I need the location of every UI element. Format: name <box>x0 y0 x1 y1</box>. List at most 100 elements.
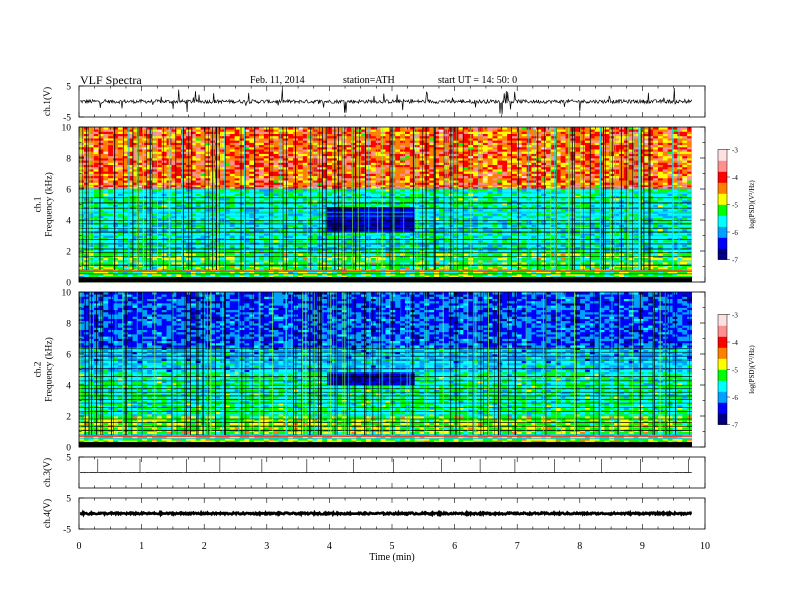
spectrogram-cell <box>122 182 129 185</box>
spectrogram-cell <box>190 270 197 274</box>
spectrogram-cell <box>103 273 109 276</box>
spectrogram-cell <box>195 233 201 236</box>
spectrogram-cell <box>200 180 206 183</box>
spectrogram-cell <box>336 208 343 212</box>
spectrogram-cell <box>259 160 265 163</box>
spectrogram-cell <box>327 257 333 261</box>
spectrogram-cell <box>312 200 318 203</box>
spectrogram-cell <box>117 224 124 227</box>
spectrogram-cell <box>312 217 318 221</box>
spectrogram-cell <box>273 153 279 157</box>
spectrogram-cell <box>312 273 318 276</box>
spectrogram-cell <box>234 186 240 190</box>
spectrogram-cell <box>317 129 323 132</box>
spectrogram-cell <box>239 273 245 276</box>
spectrogram-cell <box>83 270 90 274</box>
spectrogram-cell <box>370 166 377 170</box>
spectrogram-cell <box>88 173 94 177</box>
spectrogram-cell <box>317 169 323 172</box>
spectrogram-cell <box>190 153 197 157</box>
spectrogram-cell <box>137 180 143 183</box>
spectrogram-cell <box>395 151 401 154</box>
spectrogram-cell <box>341 184 347 188</box>
spectrogram-cell <box>409 149 416 152</box>
spectrogram-cell <box>117 162 124 165</box>
spectrogram-cell <box>336 182 343 185</box>
spectrogram-cell <box>234 217 240 221</box>
spectrogram-cell <box>341 208 347 212</box>
spectrogram-cell <box>142 235 148 239</box>
spectrogram-cell <box>249 129 255 132</box>
spectrogram-cell <box>205 175 211 179</box>
spectrogram-cell <box>278 270 284 274</box>
spectrogram-cell <box>380 262 386 265</box>
spectrogram-cell <box>254 180 260 183</box>
spectrogram-cell <box>113 175 119 179</box>
spectrogram-cell <box>113 242 119 245</box>
spectrogram-cell <box>288 228 294 232</box>
spectrogram-cell <box>205 224 211 227</box>
spectrogram-cell <box>127 142 133 146</box>
spectrogram-cell <box>395 253 401 256</box>
spectrogram-cell <box>346 155 352 159</box>
spectrogram-cell <box>259 239 265 243</box>
spectrogram-cell <box>259 204 265 208</box>
spectrogram-cell <box>254 242 260 245</box>
spectrogram-cell <box>356 180 362 183</box>
spectrogram-cell <box>108 200 114 203</box>
spectrogram-cell <box>108 246 114 250</box>
spectrogram-cell <box>224 217 231 221</box>
spectrogram-cell <box>327 131 333 134</box>
spectrogram-cell <box>93 162 99 165</box>
spectrogram-cell <box>259 193 265 196</box>
spectrogram-cell <box>98 146 104 150</box>
spectrogram-cell <box>234 233 240 236</box>
spectrogram-cell <box>195 224 201 227</box>
spectrogram-cell <box>156 151 163 154</box>
spectrogram-cell <box>259 246 265 250</box>
spectrogram-cell <box>161 226 167 230</box>
spectrogram-cell <box>142 189 148 192</box>
spectrogram-cell <box>137 257 143 261</box>
spectrogram-cell <box>93 164 99 168</box>
spectrogram-cell <box>273 237 279 241</box>
spectrogram-cell <box>93 228 99 232</box>
spectrogram-cell <box>239 220 245 223</box>
spectrogram-cell <box>210 246 216 250</box>
spectrogram-cell <box>327 177 333 181</box>
spectrogram-cell <box>375 146 381 150</box>
spectrogram-cell <box>254 275 260 278</box>
spectrogram-cell <box>268 184 274 188</box>
spectrogram-cell <box>254 197 260 201</box>
spectrogram-cell <box>220 144 226 148</box>
spectrogram-cell <box>98 208 104 212</box>
spectrogram-cell <box>273 270 279 274</box>
spectrogram-cell <box>254 204 260 208</box>
spectrogram-cell <box>273 217 279 221</box>
spectrogram-cell <box>273 273 279 276</box>
spectrogram-cell <box>341 149 347 152</box>
spectrogram-cell <box>278 268 284 272</box>
spectrogram-cell <box>312 135 318 139</box>
spectrogram-cell <box>98 215 104 219</box>
spectrogram-cell <box>220 195 226 199</box>
spectrogram-cell <box>215 270 221 274</box>
spectrogram-cell <box>161 138 167 141</box>
spectrogram-cell <box>312 142 318 146</box>
spectrogram-cell <box>239 204 245 208</box>
spectrogram-cell <box>132 180 138 183</box>
spectrogram-cell <box>239 257 245 261</box>
spectrogram-cell <box>190 135 197 139</box>
spectrogram-cell <box>239 270 245 274</box>
spectrogram-cell <box>113 138 119 141</box>
spectrogram-cell <box>200 173 206 177</box>
spectrogram-cell <box>234 208 240 212</box>
spectrogram-cell <box>380 255 386 258</box>
spectrogram-cell <box>117 153 124 157</box>
spectrogram-cell <box>117 239 124 243</box>
spectrogram-cell <box>259 273 265 276</box>
spectrogram-cell <box>88 224 94 227</box>
spectrogram-cell <box>336 133 343 137</box>
spectrogram-cell <box>200 224 206 227</box>
spectrogram-cell <box>215 275 221 278</box>
